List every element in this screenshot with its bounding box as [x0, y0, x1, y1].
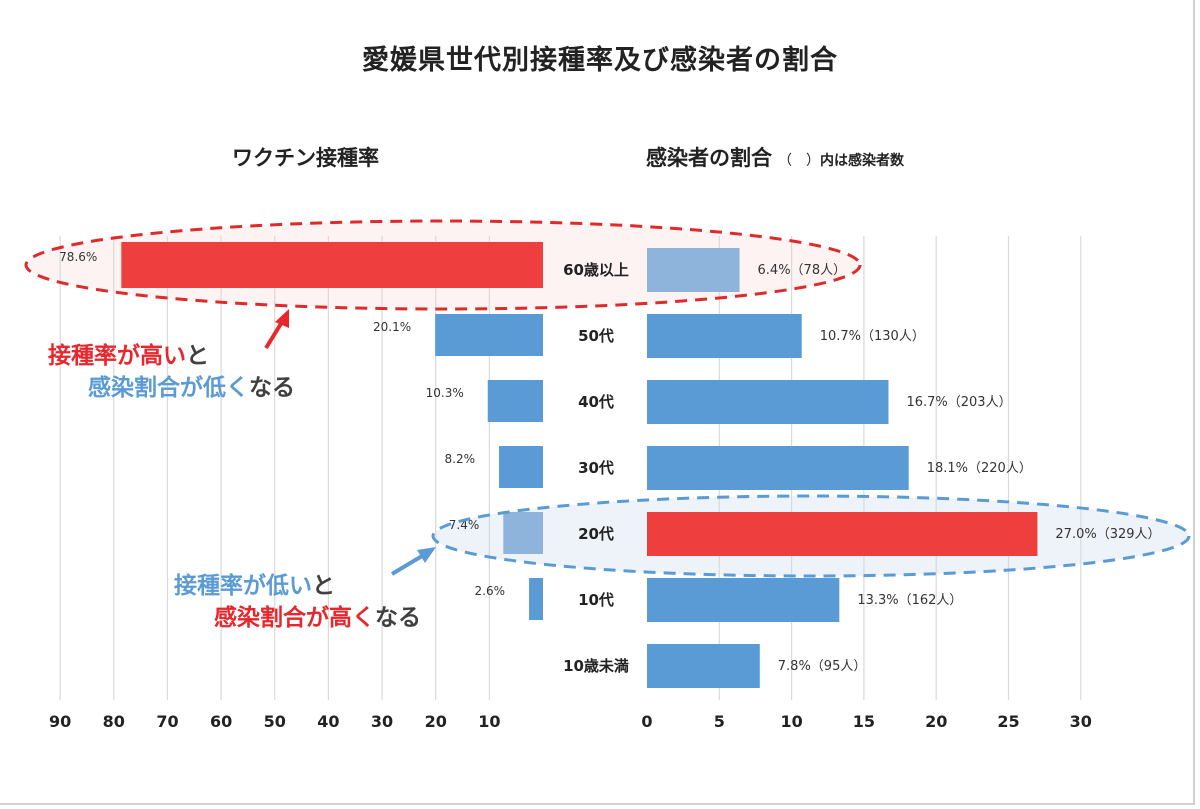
callout-text: と [186, 343, 209, 369]
callout-text: 感染割合が低く [88, 375, 249, 401]
tick-label-left: 30 [371, 712, 393, 731]
tick-label-left: 80 [103, 712, 125, 731]
category-label: 40代 [578, 393, 614, 411]
callout-text: なる [249, 375, 295, 401]
tick-label-left: 90 [49, 712, 71, 731]
tick-label-right: 30 [1070, 712, 1092, 731]
data-label-infection-share: 13.3%（162人） [857, 593, 962, 608]
data-label-infection-share: 10.7%（130人） [820, 329, 925, 344]
arrow-shaft-blue [390, 554, 424, 576]
right-heading-text: 感染者の割合 [646, 146, 772, 170]
category-label: 30代 [578, 459, 614, 477]
data-label-infection-share: 7.8%（95人） [778, 659, 867, 674]
data-label-vaccination-rate: 10.3% [426, 386, 464, 400]
callout-text: 接種率が高い [48, 343, 186, 369]
right-heading-paren: （ ） [778, 153, 820, 169]
bar-vaccination-rate [121, 242, 543, 288]
category-label: 10代 [578, 591, 614, 609]
tick-label-right: 10 [780, 712, 802, 731]
category-label: 60歳以上 [563, 261, 629, 279]
callout-low-rate-line2: 感染割合が高くなる [214, 598, 421, 632]
callout-text: 感染割合が高く [214, 605, 375, 631]
tick-label-right: 20 [925, 712, 947, 731]
data-label-vaccination-rate: 2.6% [475, 584, 506, 598]
data-label-vaccination-rate: 8.2% [445, 452, 476, 466]
bar-infection-share [647, 446, 909, 490]
arrow-head-red [275, 309, 289, 328]
bar-vaccination-rate [503, 512, 543, 554]
callout-text: なる [375, 605, 421, 631]
tick-label-right: 25 [997, 712, 1019, 731]
category-label: 50代 [578, 327, 614, 345]
bar-vaccination-rate [529, 578, 543, 620]
left-panel-heading: ワクチン接種率 [232, 146, 379, 170]
tick-label-left: 20 [425, 712, 447, 731]
callout-high-rate-line2: 感染割合が低くなる [88, 368, 295, 402]
tick-label-right: 15 [853, 712, 875, 731]
data-label-vaccination-rate: 7.4% [449, 518, 480, 532]
callout-text: と [312, 573, 335, 599]
bar-infection-share [647, 248, 740, 292]
callout-text: 接種率が低い [174, 573, 312, 599]
tick-label-right: 5 [714, 712, 725, 731]
data-label-infection-share: 27.0%（329人） [1055, 527, 1160, 542]
bar-vaccination-rate [499, 446, 543, 488]
tick-label-left: 50 [264, 712, 286, 731]
bar-infection-share [647, 578, 840, 622]
arrow-head-blue [417, 547, 436, 563]
data-label-infection-share: 16.7%（203人） [906, 395, 1011, 410]
tick-label-left: 40 [317, 712, 339, 731]
bar-infection-share [647, 380, 889, 424]
tick-label-left: 70 [156, 712, 178, 731]
category-label: 20代 [578, 525, 614, 543]
gridlines [59, 236, 1082, 700]
right-panel-heading: 感染者の割合 （ ）内は感染者数 [646, 142, 904, 172]
bar-vaccination-rate [487, 380, 543, 422]
chart-title: 愛媛県世代別接種率及び感染者の割合 [362, 45, 838, 76]
tick-label-right: 0 [641, 712, 652, 731]
data-label-infection-share: 6.4%（78人） [758, 263, 847, 278]
bar-infection-share [647, 512, 1038, 556]
category-label: 10歳未満 [563, 657, 629, 675]
bar-infection-share [647, 644, 760, 688]
bar-vaccination-rate [435, 314, 543, 356]
right-heading-note: 内は感染者数 [820, 153, 904, 169]
bar-infection-share [647, 314, 802, 358]
highlight-ellipse-top [24, 219, 862, 311]
tick-label-left: 10 [478, 712, 500, 731]
data-label-infection-share: 18.1%（220人） [927, 461, 1032, 476]
arrow-shaft-red [264, 320, 284, 350]
tick-label-left: 60 [210, 712, 232, 731]
data-label-vaccination-rate: 78.6% [59, 250, 97, 264]
callout-high-rate-line1: 接種率が高いと [48, 336, 209, 370]
callout-low-rate-line1: 接種率が低いと [174, 566, 335, 600]
data-label-vaccination-rate: 20.1% [373, 320, 411, 334]
highlight-ellipse-bottom [431, 494, 1191, 578]
